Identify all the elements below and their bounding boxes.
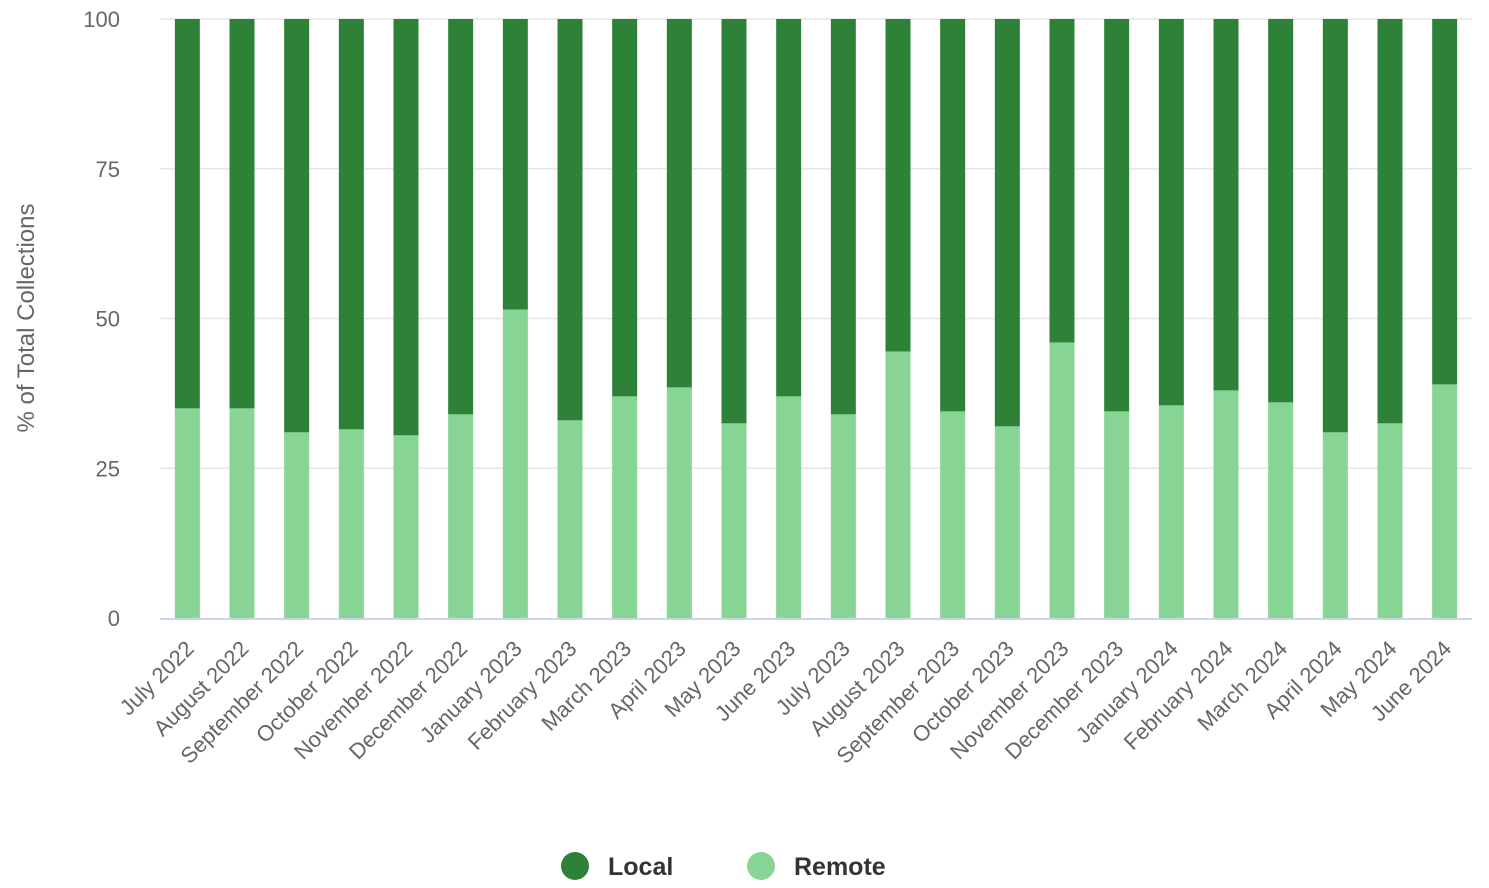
bar-local-24[interactable] <box>1432 19 1458 385</box>
bar-remote-12[interactable] <box>776 396 802 618</box>
legend: Local Remote <box>561 852 886 881</box>
bar-local-7[interactable] <box>502 19 528 310</box>
bar-remote-3[interactable] <box>284 432 310 618</box>
bar-remote-17[interactable] <box>1049 342 1075 618</box>
bar-remote-11[interactable] <box>721 423 747 618</box>
legend-item-local[interactable]: Local <box>561 852 673 881</box>
bar-local-4[interactable] <box>338 19 364 430</box>
bar-local-1[interactable] <box>174 19 200 409</box>
bar-local-11[interactable] <box>721 19 747 424</box>
bar-local-18[interactable] <box>1104 19 1130 412</box>
legend-marker <box>561 852 589 880</box>
y-axis-ticks: 0 25 50 75 100 <box>83 7 120 631</box>
y-tick-label: 100 <box>83 7 120 32</box>
bar-local-19[interactable] <box>1158 19 1184 406</box>
bar-remote-4[interactable] <box>338 429 364 618</box>
bar-local-2[interactable] <box>229 19 255 409</box>
bar-remote-18[interactable] <box>1104 411 1130 618</box>
bar-local-8[interactable] <box>557 19 583 421</box>
y-tick-label: 25 <box>96 456 120 481</box>
bar-remote-2[interactable] <box>229 408 255 618</box>
bar-local-3[interactable] <box>284 19 310 433</box>
bar-remote-8[interactable] <box>557 420 583 618</box>
y-tick-label: 0 <box>108 606 120 631</box>
bar-local-12[interactable] <box>776 19 802 397</box>
bar-remote-9[interactable] <box>612 396 638 618</box>
bar-remote-23[interactable] <box>1377 423 1403 618</box>
bars <box>174 19 1458 618</box>
bar-local-13[interactable] <box>830 19 856 415</box>
bar-remote-16[interactable] <box>994 426 1020 618</box>
bar-remote-24[interactable] <box>1432 384 1458 618</box>
bar-local-20[interactable] <box>1213 19 1239 391</box>
bar-remote-22[interactable] <box>1322 432 1348 618</box>
legend-marker <box>747 852 775 880</box>
bar-local-14[interactable] <box>885 19 911 352</box>
bar-remote-19[interactable] <box>1158 405 1184 618</box>
legend-label: Remote <box>794 853 886 881</box>
bar-remote-20[interactable] <box>1213 390 1239 618</box>
bar-local-21[interactable] <box>1268 19 1294 403</box>
bar-remote-13[interactable] <box>830 414 856 618</box>
bar-local-6[interactable] <box>448 19 474 415</box>
bar-local-17[interactable] <box>1049 19 1075 343</box>
bar-remote-14[interactable] <box>885 351 911 618</box>
bar-remote-7[interactable] <box>502 309 528 618</box>
bar-local-9[interactable] <box>612 19 638 397</box>
bar-remote-21[interactable] <box>1268 402 1294 618</box>
bar-local-22[interactable] <box>1322 19 1348 433</box>
bar-local-10[interactable] <box>666 19 692 388</box>
y-tick-label: 50 <box>96 307 120 332</box>
y-tick-label: 75 <box>96 157 120 182</box>
bar-local-5[interactable] <box>393 19 419 436</box>
bar-remote-1[interactable] <box>174 408 200 618</box>
bar-local-15[interactable] <box>940 19 966 412</box>
bar-remote-15[interactable] <box>940 411 966 618</box>
legend-item-remote[interactable]: Remote <box>747 852 886 881</box>
bar-remote-5[interactable] <box>393 435 419 618</box>
legend-label: Local <box>608 853 673 881</box>
bar-local-23[interactable] <box>1377 19 1403 424</box>
y-axis-title: % of Total Collections <box>13 203 40 432</box>
bar-local-16[interactable] <box>994 19 1020 427</box>
bar-remote-10[interactable] <box>666 387 692 618</box>
bar-remote-6[interactable] <box>448 414 474 618</box>
grid-lines <box>160 18 1472 469</box>
